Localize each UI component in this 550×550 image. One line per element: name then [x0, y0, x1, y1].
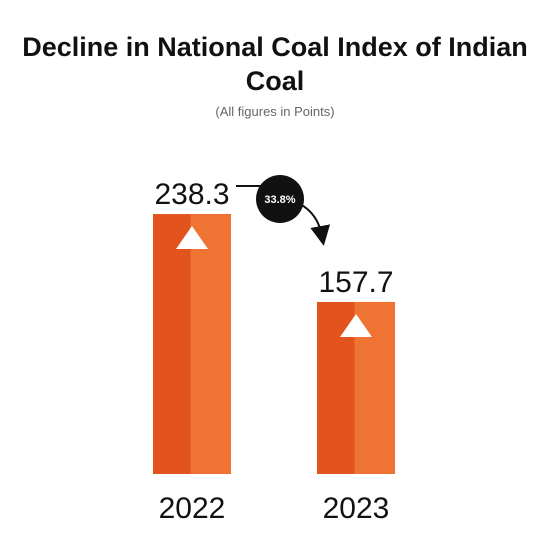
chart-title: Decline in National Coal Index of Indian… [22, 32, 528, 96]
change-badge [256, 175, 304, 223]
x-tick-label-2022: 2022 [159, 492, 226, 525]
x-tick-label-2023: 2023 [323, 492, 390, 525]
up-triangle-icon [340, 313, 372, 337]
data-label-2023: 157.7 [318, 266, 393, 299]
change-badge-label: 33.8% [264, 194, 295, 206]
data-label-2022: 238.3 [154, 178, 229, 211]
chart-subtitle: (All figures in Points) [215, 104, 335, 119]
up-triangle-icon [176, 226, 208, 250]
bar-highlight-2022 [190, 214, 231, 474]
